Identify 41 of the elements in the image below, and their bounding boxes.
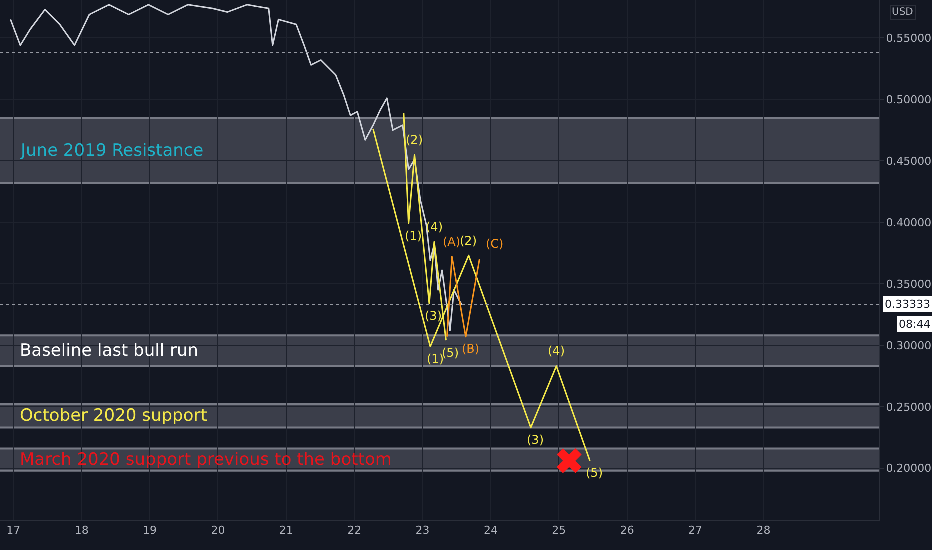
y-tick-label: 0.45000 (886, 154, 932, 168)
text: 08:44 (899, 318, 931, 331)
band-label: Baseline last bull run (20, 341, 198, 361)
annotation: (4) (426, 220, 443, 234)
y-tick-label: 0.20000 (886, 462, 932, 476)
x-tick-label: 26 (620, 524, 634, 538)
x-tick-label: 18 (74, 524, 89, 538)
x-tick-label: 21 (279, 524, 294, 538)
annotation: (5) (586, 466, 603, 480)
annotation: (1) (405, 229, 422, 243)
x-tick-label: 23 (416, 524, 430, 538)
ref-line-label: 0.33333 (885, 298, 930, 311)
x-tick-label: 24 (484, 524, 498, 538)
text: USD (892, 7, 914, 18)
annotation: (C) (486, 237, 504, 251)
x-tick-label: 25 (552, 524, 566, 538)
annotation: (B) (462, 342, 480, 356)
y-tick-label: 0.55000 (886, 32, 932, 45)
annotation: (2) (406, 133, 423, 147)
x-tick-label: 20 (211, 524, 226, 538)
annotation: (5) (442, 346, 459, 360)
y-tick-label: 0.40000 (886, 216, 932, 230)
annotation: (2) (460, 234, 477, 248)
line-series (10, 4, 463, 332)
annotation: (A) (443, 235, 461, 249)
band-label: June 2019 Resistance (20, 141, 204, 161)
x-tick-label: 28 (756, 524, 771, 538)
y-tick-label: 0.25000 (886, 400, 932, 414)
y-tick-label: 0.50000 (886, 93, 932, 106)
x-tick-label: 19 (143, 524, 158, 538)
annotation: (3) (425, 309, 442, 323)
x-tick-label: 17 (6, 524, 21, 538)
annotation: (3) (527, 433, 544, 447)
x-tick-label: 27 (688, 524, 703, 538)
band-label: March 2020 support previous to the bottom (20, 450, 392, 470)
y-tick-label: 0.30000 (886, 339, 932, 352)
annotation: (4) (548, 344, 565, 358)
annotation: (1) (427, 352, 444, 366)
x-tick-label: 22 (348, 524, 362, 538)
band-label: October 2020 support (20, 406, 208, 426)
y-tick-label: 0.35000 (886, 278, 932, 291)
